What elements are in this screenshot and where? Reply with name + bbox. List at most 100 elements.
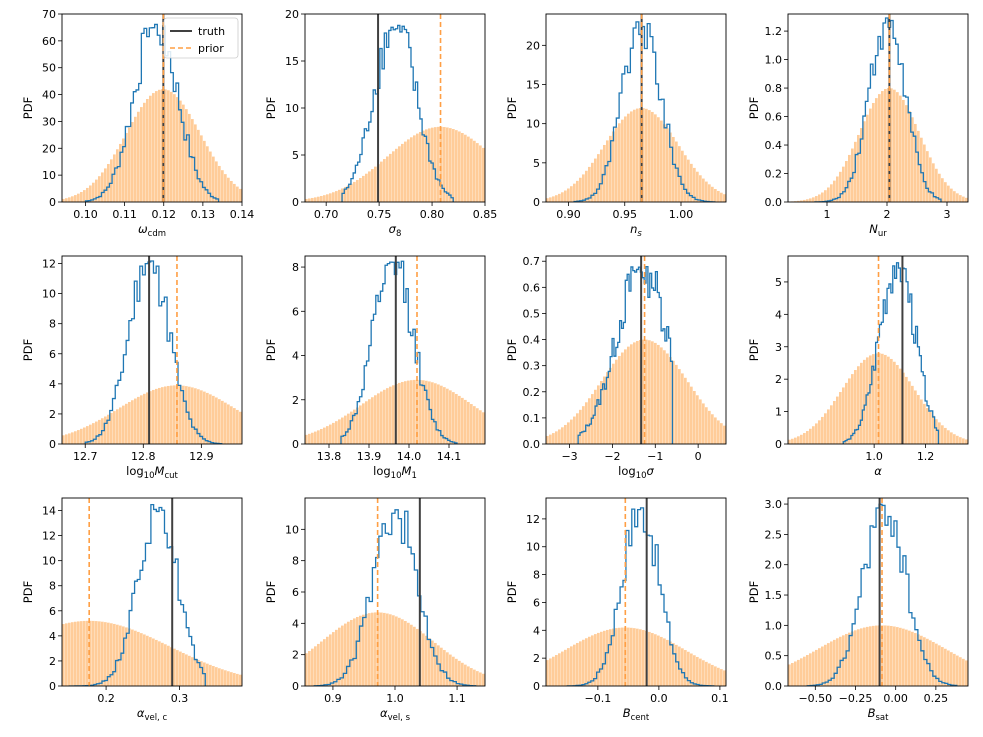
prior-bar	[818, 648, 821, 686]
prior-bar	[558, 429, 561, 444]
panel-9: 0.2 0.3 0 2 4 6 8 10 12 14 PDF αvel, c	[21, 497, 243, 723]
prior-bar	[878, 353, 881, 444]
prior-bar	[368, 399, 371, 444]
prior-bar	[567, 188, 570, 202]
prior-bar	[434, 383, 437, 444]
prior-bar	[356, 180, 359, 202]
prior-bar	[932, 641, 935, 686]
prior-bar	[458, 395, 461, 444]
prior-bar	[669, 641, 672, 686]
prior-bar	[938, 422, 941, 444]
prior-bar	[612, 131, 615, 202]
prior-bar	[209, 664, 212, 686]
prior-bar	[224, 174, 227, 202]
prior-bar	[675, 141, 678, 202]
x-axis-label: α	[874, 464, 882, 478]
y-tick-label: 0.4	[523, 334, 541, 347]
prior-bar	[374, 612, 377, 686]
prior-bar	[953, 191, 956, 202]
prior-bar	[107, 414, 110, 444]
prior-bar	[720, 192, 723, 202]
y-tick-label: 30	[42, 115, 56, 128]
prior-bar	[422, 380, 425, 444]
x-tick-label: 0.85	[473, 208, 498, 221]
y-tick-label: 8	[533, 569, 540, 582]
prior-bar	[627, 627, 630, 686]
prior-bar	[212, 395, 215, 444]
prior-bar	[600, 149, 603, 202]
prior-bar	[546, 435, 549, 444]
prior-bar	[833, 180, 836, 202]
prior-bar	[104, 416, 107, 444]
prior-bar	[143, 102, 146, 202]
prior-bar	[660, 120, 663, 202]
prior-bar	[597, 385, 600, 444]
prior-bar	[561, 192, 564, 202]
prior-bar	[678, 646, 681, 686]
prior-bar	[326, 194, 329, 202]
prior-bar	[911, 631, 914, 686]
prior-bar	[818, 194, 821, 202]
prior-bar	[582, 406, 585, 444]
prior-bar	[941, 425, 944, 444]
prior-bar	[425, 129, 428, 202]
prior-bar	[383, 612, 386, 686]
y-tick-label: 1.0	[765, 54, 783, 67]
prior-bar	[699, 399, 702, 444]
prior-bar	[863, 121, 866, 202]
prior-bar	[899, 627, 902, 686]
prior-bar	[344, 415, 347, 444]
prior-bar	[603, 144, 606, 202]
y-tick-label: 4	[49, 378, 56, 391]
prior-bar	[657, 635, 660, 686]
prior-bar	[170, 385, 173, 444]
prior-bar	[681, 150, 684, 202]
y-tick-label: 4	[292, 350, 299, 363]
prior-bar	[959, 657, 962, 686]
prior-bar	[944, 427, 947, 444]
y-tick-label: 20	[526, 39, 540, 52]
x-tick-label: 13.9	[357, 450, 382, 463]
prior-bar	[335, 191, 338, 202]
x-tick-label: 0.12	[151, 208, 176, 221]
y-tick-label: 1.2	[765, 25, 783, 38]
prior-bar	[143, 634, 146, 686]
y-tick-label: 0	[533, 196, 540, 209]
prior-bar	[86, 187, 89, 202]
prior-bar	[179, 651, 182, 686]
prior-bar	[711, 664, 714, 686]
prior-bar	[80, 428, 83, 444]
y-tick-label: 0.0	[765, 680, 783, 693]
prior-bar	[452, 392, 455, 444]
prior-bar	[89, 620, 92, 686]
prior-bar	[657, 344, 660, 444]
panel-4: 1 2 3 0.0 0.2 0.4 0.6 0.8 1.0 1.2 PDF Nur	[747, 13, 969, 239]
prior-bar	[182, 104, 185, 202]
prior-bar	[158, 387, 161, 444]
prior-bar	[65, 198, 68, 202]
prior-bar	[660, 636, 663, 686]
prior-bar	[633, 342, 636, 444]
prior-bar	[552, 656, 555, 686]
y-tick-label: 1.5	[765, 589, 783, 602]
prior-bar	[68, 197, 71, 202]
prior-bar	[425, 380, 428, 444]
prior-bar	[464, 399, 467, 444]
prior-bar	[636, 108, 639, 202]
prior-bar	[929, 412, 932, 444]
prior-bar	[446, 652, 449, 686]
prior-bar	[606, 140, 609, 202]
prior-bar	[651, 341, 654, 444]
prior-bar	[672, 643, 675, 686]
prior-bar	[573, 644, 576, 686]
prior-bar	[824, 190, 827, 202]
y-tick-label: 0	[49, 680, 56, 693]
prior-bar	[437, 645, 440, 686]
prior-bar	[224, 670, 227, 686]
y-tick-label: 4	[292, 617, 299, 630]
prior-bar	[690, 653, 693, 686]
prior-bar	[371, 169, 374, 202]
prior-bar	[588, 166, 591, 202]
prior-bar	[305, 653, 308, 686]
